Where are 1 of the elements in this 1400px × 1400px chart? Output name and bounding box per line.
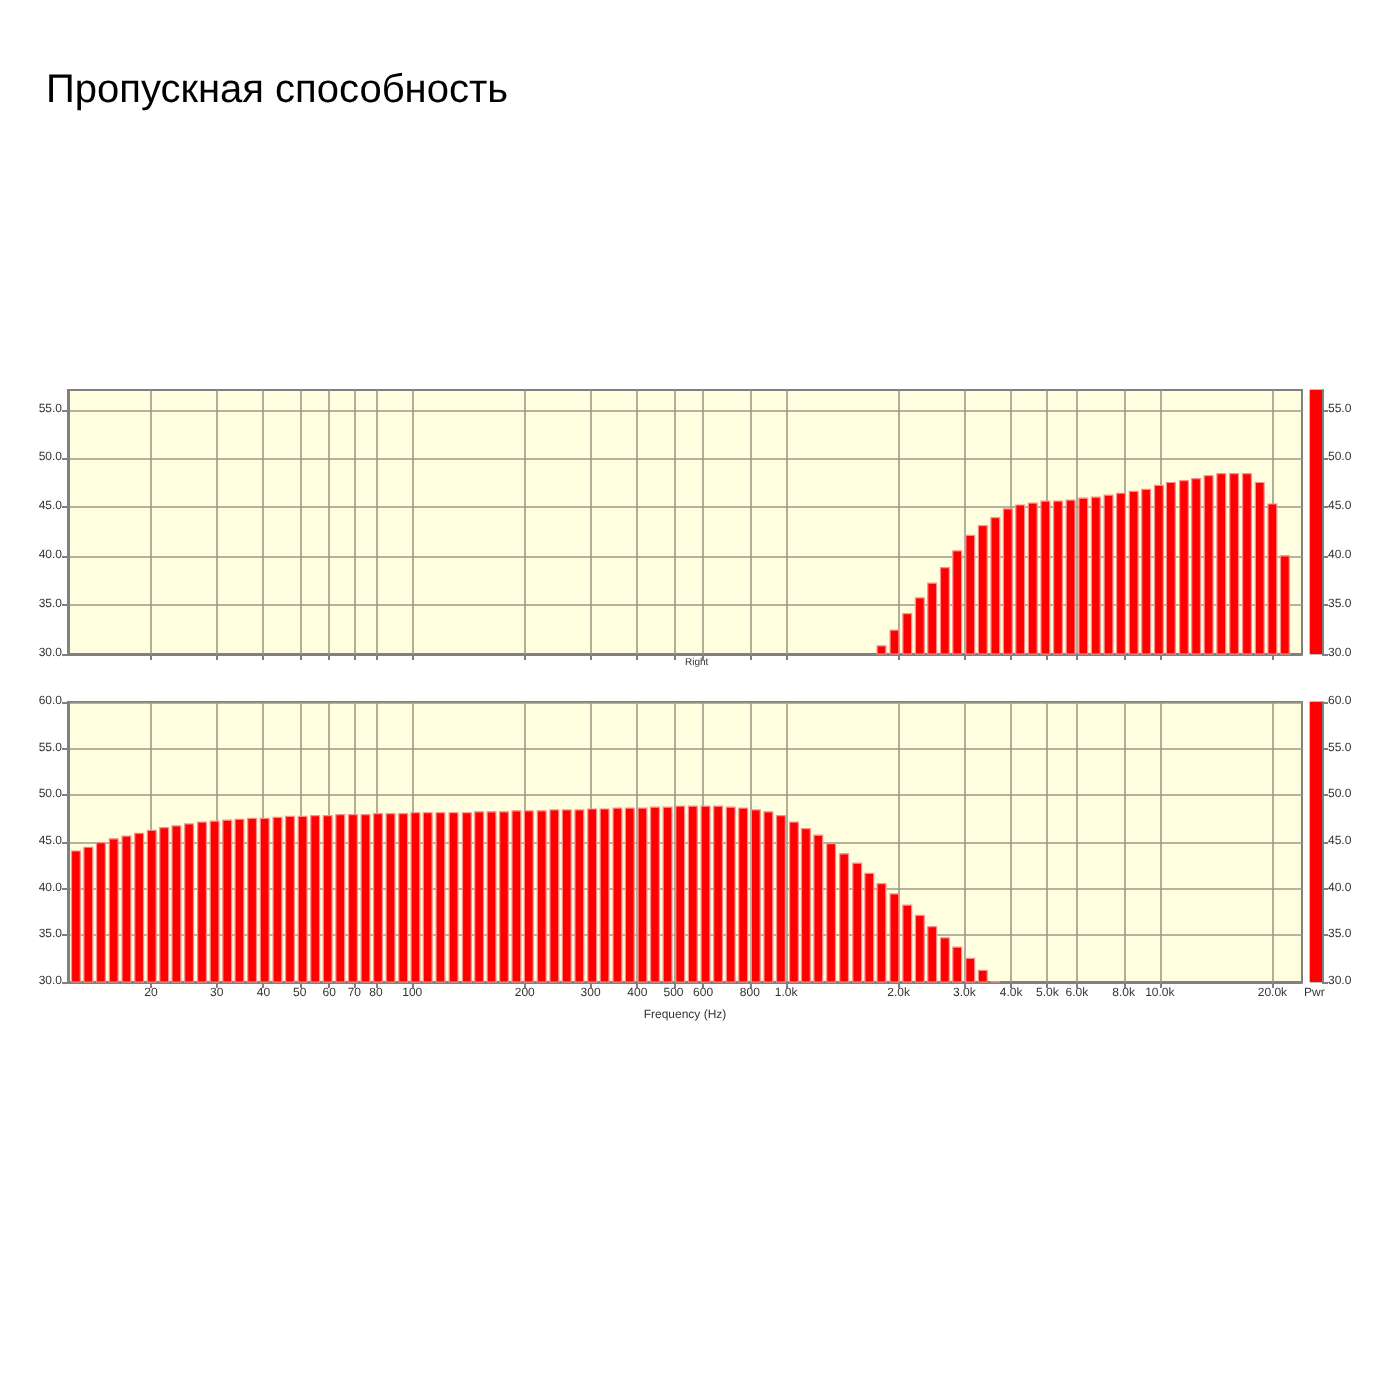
chart-title: Пропускная способность (46, 68, 509, 112)
